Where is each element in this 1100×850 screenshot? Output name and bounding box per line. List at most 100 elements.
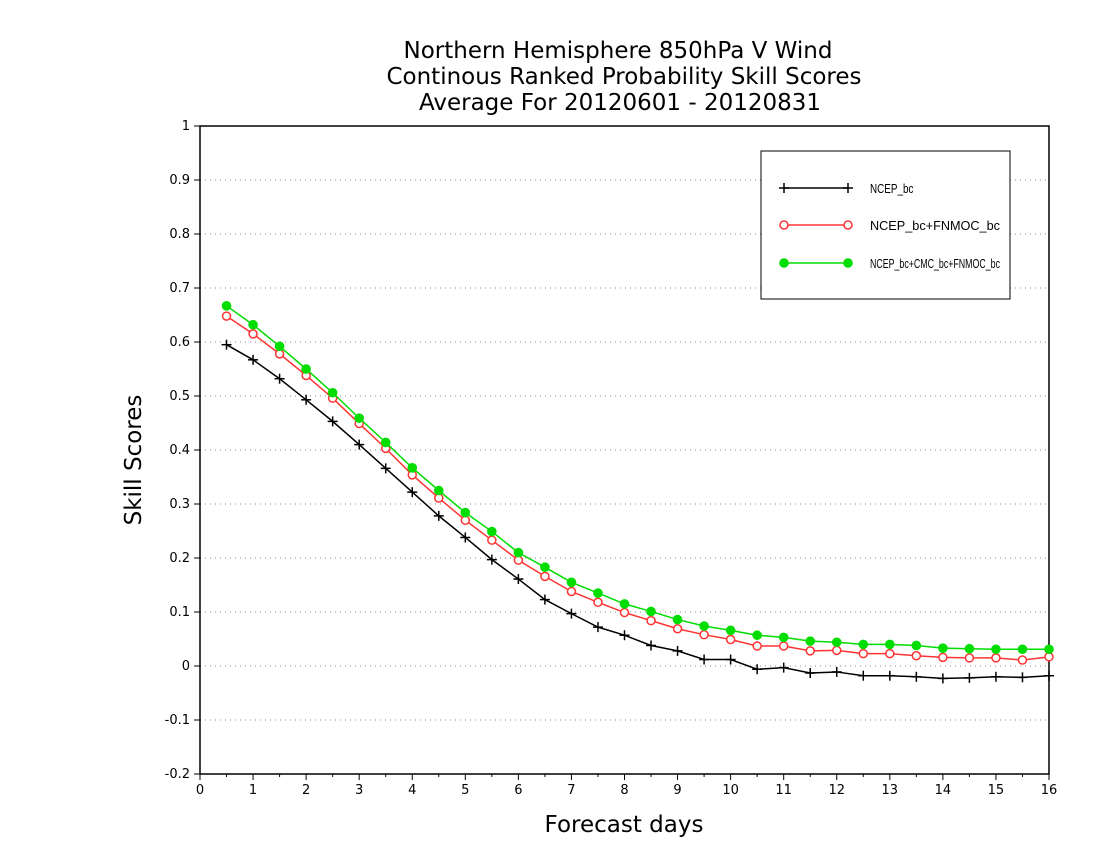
data-point	[805, 668, 816, 679]
data-point	[885, 639, 895, 650]
data-point	[433, 485, 444, 496]
data-point	[991, 644, 1001, 655]
data-point	[646, 615, 656, 626]
data-point	[513, 574, 524, 585]
data-point	[566, 608, 577, 619]
legend-entry: NCEP_bc+FNMOC_bc	[779, 218, 1000, 233]
data-point	[354, 413, 364, 423]
legend-marker	[779, 258, 789, 268]
y-tick-label: -0.2	[165, 767, 190, 782]
legend-marker	[843, 183, 853, 193]
series-line	[226, 344, 1050, 680]
series-line	[226, 315, 1050, 661]
data-point	[752, 630, 762, 641]
legend-marker	[843, 220, 853, 230]
data-point	[752, 664, 763, 675]
data-point	[725, 634, 736, 645]
data-point	[991, 653, 1001, 663]
data-point	[858, 670, 869, 681]
x-tick-label: 6	[514, 783, 522, 798]
data-point	[619, 630, 630, 641]
legend-marker	[779, 220, 789, 230]
x-tick-label: 5	[461, 783, 469, 798]
legend-entry: NCEP_bc	[779, 181, 914, 196]
x-tick-label: 10	[722, 783, 739, 798]
data-point	[354, 439, 365, 450]
data-point	[301, 364, 311, 374]
data-point	[964, 643, 975, 654]
y-tick-label: 0.4	[169, 443, 190, 458]
data-point	[460, 507, 471, 518]
series-layer	[221, 301, 1054, 684]
data-point	[831, 637, 842, 648]
x-tick-label: 11	[775, 783, 792, 798]
x-tick-label: 13	[882, 783, 899, 798]
plot-frame	[199, 125, 1050, 775]
data-point	[1044, 670, 1054, 681]
data-point	[301, 394, 312, 405]
data-point	[938, 652, 948, 663]
data-point	[540, 571, 550, 582]
y-tick-label: 0.6	[169, 335, 190, 350]
data-point	[221, 311, 232, 321]
data-point	[539, 594, 550, 605]
title-line-1: Northern Hemisphere 850hPa V Wind	[404, 38, 833, 64]
data-point	[407, 487, 418, 498]
x-tick-label: 16	[1041, 783, 1058, 798]
legend-label: NCEP_bc+FNMOC_bc	[870, 218, 1000, 233]
data-point	[858, 639, 869, 650]
data-point	[566, 577, 577, 588]
series-line	[226, 305, 1049, 651]
data-point	[911, 671, 922, 682]
data-point	[248, 319, 258, 330]
data-point	[990, 671, 1001, 682]
y-tick-label: 1	[182, 119, 190, 134]
data-point	[221, 301, 232, 311]
data-point	[672, 645, 683, 656]
data-point	[513, 547, 524, 558]
data-point	[486, 554, 497, 565]
x-tick-label: 14	[935, 783, 952, 798]
x-tick-label: 9	[673, 783, 681, 798]
data-point	[593, 588, 603, 598]
data-point	[911, 640, 922, 651]
data-point	[699, 654, 710, 665]
data-point	[592, 622, 603, 633]
data-point	[699, 621, 709, 631]
data-point	[380, 463, 391, 474]
data-point	[805, 646, 815, 656]
data-point	[433, 510, 444, 521]
data-point	[327, 387, 338, 398]
data-point	[725, 654, 736, 665]
y-tick-label: 0.9	[169, 173, 190, 188]
data-point	[380, 437, 391, 448]
data-point	[274, 341, 285, 352]
legend-marker	[843, 258, 853, 268]
y-tick-label: 0.3	[169, 497, 190, 512]
chart-title: Northern Hemisphere 850hPa V Wind Contin…	[386, 38, 861, 116]
data-point	[1017, 644, 1028, 655]
data-point	[964, 672, 975, 683]
x-tick-label: 2	[302, 783, 310, 798]
y-axis-label: Skill Scores	[121, 395, 147, 526]
x-tick-label: 3	[355, 783, 363, 798]
data-point	[248, 329, 258, 339]
data-point	[1044, 644, 1054, 655]
data-point	[221, 339, 232, 350]
series-3	[221, 301, 1054, 655]
data-point	[672, 614, 683, 625]
title-line-3: Average For 20120601 - 20120831	[419, 90, 821, 116]
data-point	[725, 625, 736, 636]
y-tick-label: 0.8	[169, 227, 190, 242]
series-2	[221, 311, 1054, 665]
data-point	[699, 629, 709, 640]
data-point	[248, 354, 259, 365]
data-point	[1017, 655, 1028, 665]
legend-entry: NCEP_bc+CMC_bc+FNMOC_bc	[779, 256, 1000, 271]
legend-label: NCEP_bc+CMC_bc+FNMOC_bc	[870, 256, 1000, 271]
data-point	[938, 643, 948, 653]
data-point	[593, 597, 603, 608]
legend-entries: NCEP_bc NCEP_bc+FNMOC_bc NCEP_bc+CMC_bc+FN…	[779, 181, 1000, 271]
x-tick-label: 0	[196, 783, 204, 798]
data-point	[885, 648, 895, 659]
